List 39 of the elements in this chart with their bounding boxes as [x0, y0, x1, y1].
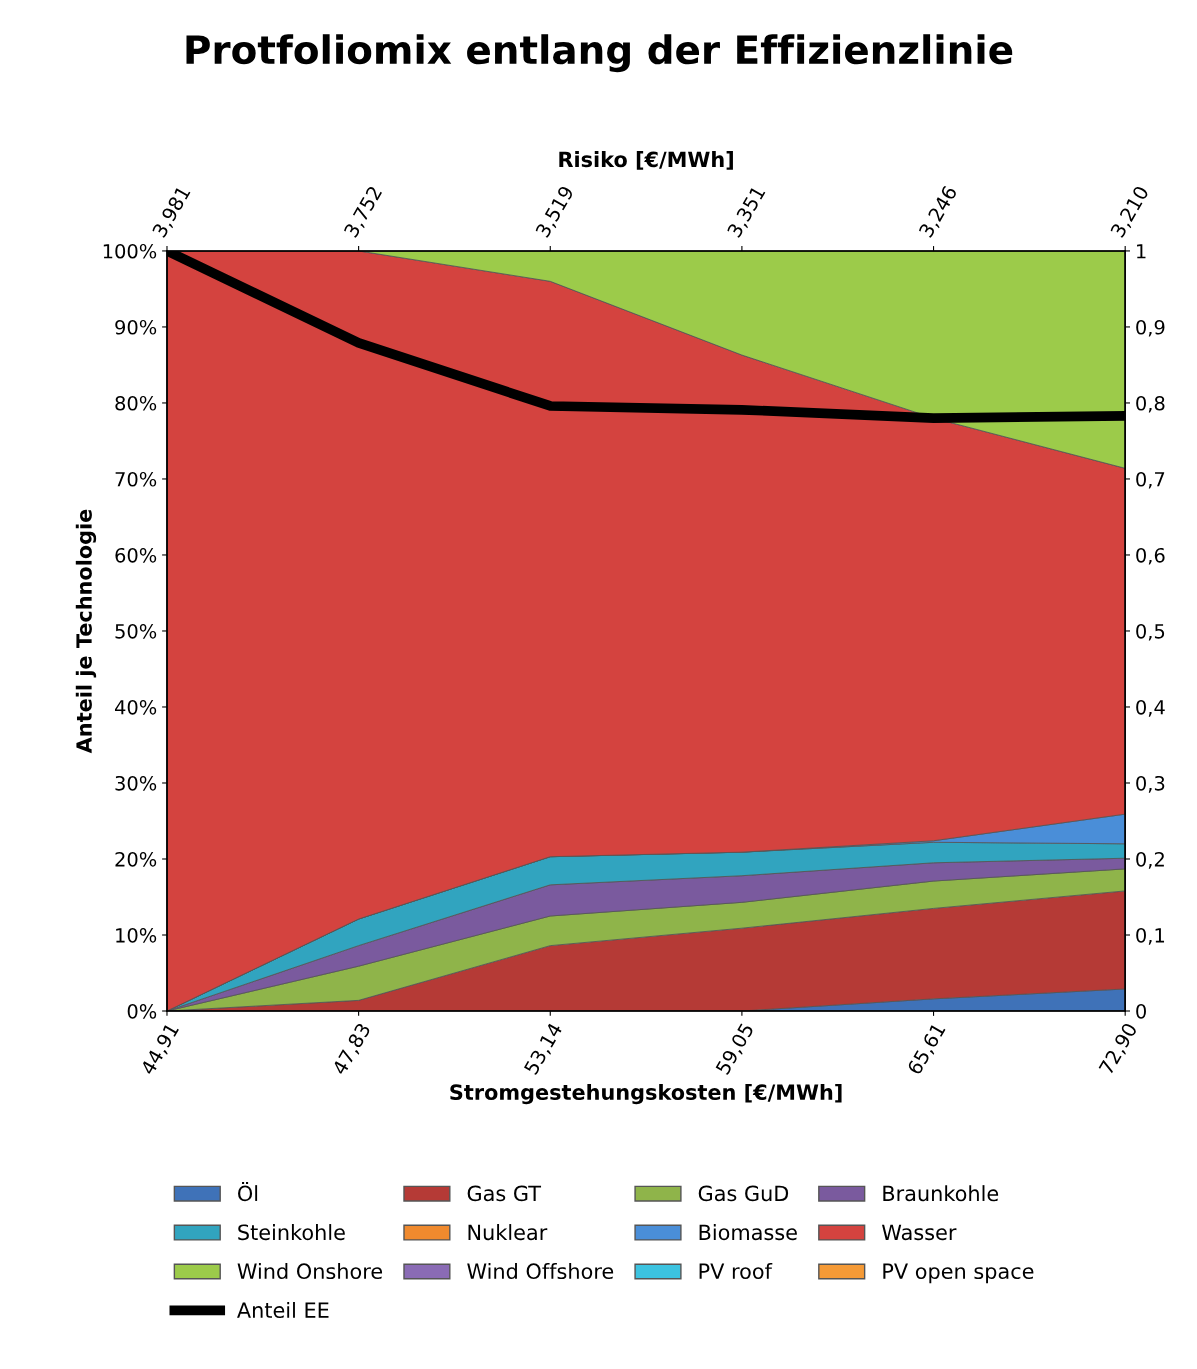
y2-tick-label: 0	[1136, 1003, 1146, 1019]
y2-tick-label: 0,4	[1136, 699, 1165, 717]
legend-label: PV roof	[699, 1262, 773, 1280]
y2-tick-label: 0,1	[1136, 927, 1165, 945]
y-tick-label: 0%	[127, 1003, 157, 1019]
legend-label: Nuklear	[468, 1224, 548, 1241]
y-tick-label: 40%	[114, 699, 157, 715]
legend-label: Biomasse	[699, 1224, 797, 1241]
y2-tick-label: 0,6	[1136, 547, 1165, 565]
legend-label: Wind Onshore	[237, 1262, 383, 1280]
legend-label: Gas GuD	[698, 1185, 789, 1202]
legend-label: Wasser	[882, 1224, 957, 1241]
x2-axis-title: Risiko [€/MWh]	[559, 151, 733, 170]
legend-label: Öl	[238, 1181, 258, 1202]
y-tick-label: 80%	[115, 395, 157, 411]
legend-label: Anteil EE	[237, 1301, 329, 1318]
y2-tick-label: 0,3	[1136, 775, 1165, 793]
y-tick-label: 20%	[115, 851, 157, 867]
legend-label: Wind Offshore	[467, 1262, 614, 1280]
y-axis-title: Anteil je Technologie	[75, 509, 97, 754]
legend-label: Braunkohle	[883, 1185, 999, 1202]
y2-tick-label: 0,9	[1136, 319, 1165, 337]
y-tick-label: 90%	[115, 319, 157, 335]
y-tick-label: 50%	[115, 623, 157, 639]
chart-title: Protfoliomix entlang der Effizienzlinie	[186, 34, 1013, 73]
y-tick-label: 10%	[116, 927, 157, 943]
legend-label: Gas GT	[467, 1185, 542, 1202]
y-tick-label: 100%	[103, 243, 157, 259]
y-tick-label: 30%	[115, 775, 157, 791]
legend-label: PV open space	[883, 1263, 1034, 1284]
y2-tick-label: 0,2	[1136, 851, 1164, 869]
y-tick-label: 60%	[115, 547, 157, 563]
y-tick-label: 70%	[115, 471, 157, 487]
legend-label: Steinkohle	[238, 1224, 345, 1241]
y2-tick-label: 0,8	[1136, 395, 1165, 413]
y2-tick-label: 0,7	[1136, 471, 1165, 489]
y2-tick-label: 1	[1137, 244, 1146, 259]
x-axis-title: Stromgestehungskosten [€/MWh]	[450, 1083, 842, 1105]
y2-tick-label: 0,5	[1136, 623, 1165, 641]
